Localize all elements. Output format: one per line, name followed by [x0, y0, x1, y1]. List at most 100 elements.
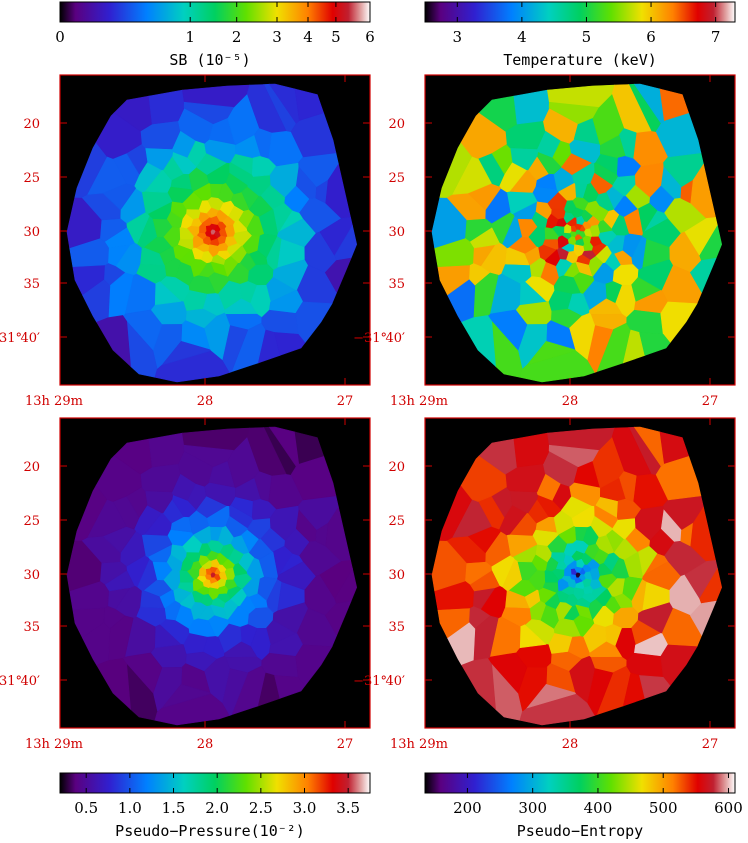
map-bin	[461, 315, 496, 368]
dec-tick-label: 35	[23, 277, 40, 292]
colorbar-tick-label: 500	[649, 799, 678, 817]
colorbar-tick-label: 2.5	[249, 799, 273, 817]
ra-tick-label: 27	[337, 394, 354, 409]
map-bin	[96, 658, 131, 711]
colorbar-pressure-strip	[59, 772, 371, 794]
dec-tick-label: 25	[23, 514, 40, 529]
dec-tick-label: 25	[23, 171, 40, 186]
dec-tick-label: 30	[23, 568, 40, 583]
map-bin	[513, 432, 550, 468]
colorbar-tick-label: 1	[185, 28, 195, 46]
map-bin	[526, 340, 577, 366]
colorbar-tick-label: 3.5	[336, 799, 360, 817]
map-bin	[246, 84, 287, 133]
dec-tick-label: 35	[388, 620, 405, 635]
dec-tick-label: 30	[388, 568, 405, 583]
map-bin	[183, 444, 234, 468]
map-bin	[295, 644, 333, 687]
colorbar-tick-label: 2	[232, 28, 242, 46]
map-bin	[96, 315, 131, 368]
dec-tick-label: 20	[23, 460, 40, 475]
map-bin	[548, 444, 599, 468]
ra-tick-label: 13h 29m	[25, 737, 83, 752]
dec-tick-label: 40′	[21, 674, 41, 689]
panel-entropy: 20 25 30 35 40′−31° 13h 29m 28 27	[353, 417, 736, 752]
colorbar-tick-label: 3.0	[293, 799, 317, 817]
map-bin	[74, 484, 108, 541]
map-bin	[660, 644, 698, 687]
colorbar-temperature-strip	[424, 1, 736, 23]
panel-pressure: 20 25 30 35 40′−31° 13h 29m 28 27	[0, 417, 371, 752]
map-bin	[182, 84, 251, 108]
map-bin	[148, 432, 185, 468]
map-bin	[548, 101, 599, 125]
dec-prefix-label: −31°	[0, 331, 22, 346]
colorbar-tick-label: 600	[714, 799, 743, 817]
dec-tick-label: 25	[388, 171, 405, 186]
colorbar-tick-label: 3	[272, 28, 282, 46]
map-bin	[689, 600, 717, 637]
colorbar-entropy-ticks: 200 300 400 500 600	[453, 773, 743, 817]
colorbar-tick-label: 4	[517, 28, 527, 46]
dec-prefix-label: −31°	[353, 674, 387, 689]
map-bin	[659, 431, 689, 464]
map-bin	[513, 89, 550, 125]
colorbar-entropy-strip	[424, 772, 736, 794]
colorbar-tick-label: 7	[711, 28, 721, 46]
ra-tick-label: 27	[702, 394, 719, 409]
ra-tick-label: 13h 29m	[25, 394, 83, 409]
colorbar-entropy-label: Pseudo−Entropy	[517, 822, 643, 840]
map-bin	[547, 84, 616, 108]
map-bin	[154, 350, 230, 383]
colorbar-pressure-label: Pseudo−Pressure(10⁻²)	[115, 822, 305, 840]
colorbar-tick-label: 5	[582, 28, 592, 46]
map-bin	[69, 237, 109, 268]
ra-tick-label: 28	[197, 737, 214, 752]
map-bin	[611, 427, 652, 476]
ra-tick-label: 13h 29m	[390, 737, 448, 752]
dec-tick-label: 30	[388, 225, 405, 240]
map-cells	[431, 426, 723, 726]
map-bin	[526, 683, 577, 709]
colorbar-temperature: 3 4 5 6 7 Temperature (keV)	[424, 1, 736, 69]
colorbar-tick-label: 5	[331, 28, 341, 46]
colorbar-sb-strip	[59, 1, 371, 23]
ra-tick-label: 27	[337, 737, 354, 752]
ra-tick-label: 28	[197, 394, 214, 409]
colorbar-tick-label: 2.0	[205, 799, 229, 817]
map-bin	[611, 84, 652, 133]
map-bin	[246, 427, 287, 476]
map-bin	[324, 257, 352, 294]
map-bin	[74, 141, 108, 198]
map-bin	[295, 301, 333, 344]
map-bin	[294, 431, 324, 464]
dec-tick-label: 35	[23, 620, 40, 635]
dec-tick-label: 30	[23, 225, 40, 240]
colorbar-temperature-label: Temperature (keV)	[503, 51, 657, 69]
map-bin	[183, 101, 234, 125]
colorbar-pressure-ticks: 0.5 1.0 1.5 2.0 2.5 3.0 3.5	[74, 773, 360, 817]
map-bin	[519, 350, 595, 383]
map-cells	[66, 83, 358, 383]
map-bin	[161, 340, 212, 366]
colorbar-tick-label: 0.5	[74, 799, 98, 817]
map-bin	[660, 301, 698, 344]
colorbar-tick-label: 300	[518, 799, 547, 817]
dec-prefix-label: −31°	[0, 674, 22, 689]
panel-sb: 20 25 30 35 40′−31° 13h 29m 28 27	[0, 74, 371, 409]
map-bin	[689, 257, 717, 294]
map-bin	[161, 683, 212, 709]
dec-tick-label: 35	[388, 277, 405, 292]
colorbar-tick-label: 4	[303, 28, 313, 46]
map-bin	[148, 89, 185, 125]
map-cells	[66, 426, 358, 726]
dec-tick-label: 20	[23, 117, 40, 132]
dec-tick-label: 40′	[386, 674, 406, 689]
colorbar-tick-label: 6	[365, 28, 375, 46]
colorbar-tick-label: 400	[584, 799, 613, 817]
map-bin	[324, 600, 352, 637]
map-bin	[434, 580, 474, 611]
dec-tick-label: 20	[388, 117, 405, 132]
